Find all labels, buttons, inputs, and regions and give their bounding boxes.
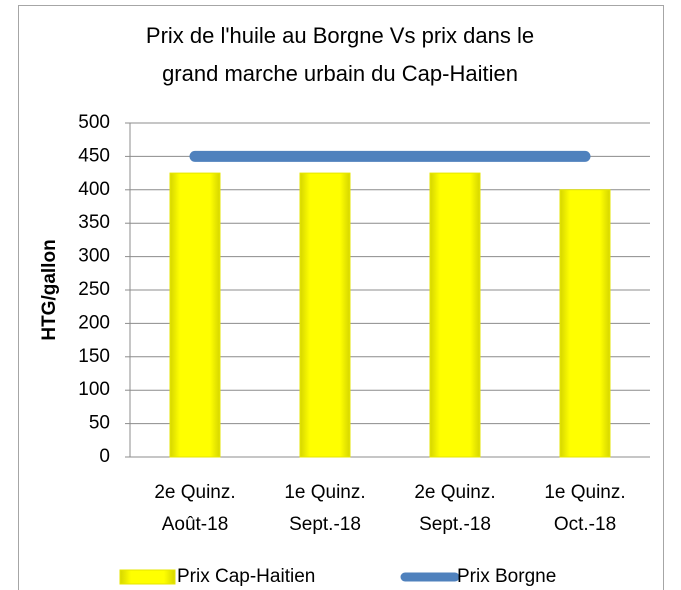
x-tick-label: Août-18	[162, 514, 229, 535]
x-tick-label: 1e Quinz.	[284, 482, 365, 503]
legend-label: Prix Borgne	[457, 566, 556, 587]
bar	[429, 172, 481, 458]
y-tick-label: 300	[78, 246, 110, 267]
y-tick-label: 350	[78, 212, 110, 233]
x-tick-label: 1e Quinz.	[544, 482, 625, 503]
y-tick-label: 400	[78, 179, 110, 200]
bar	[169, 172, 221, 458]
y-tick-label: 450	[78, 145, 110, 166]
x-tick-label: 2e Quinz.	[414, 482, 495, 503]
legend-swatch	[119, 569, 176, 585]
x-tick-label: Sept.-18	[289, 514, 361, 535]
chart-title: grand marche urbain du Cap-Haitien	[162, 61, 518, 86]
chart-title: Prix de l'huile au Borgne Vs prix dans l…	[146, 23, 534, 48]
bar	[299, 172, 351, 458]
x-tick-label: Sept.-18	[419, 514, 491, 535]
y-tick-label: 200	[78, 312, 110, 333]
y-tick-label: 50	[89, 413, 110, 434]
y-tick-label: 150	[78, 346, 110, 367]
x-tick-label: 2e Quinz.	[154, 482, 235, 503]
y-axis-label: HTG/gallon	[39, 239, 60, 340]
legend-label: Prix Cap-Haitien	[177, 566, 315, 587]
x-tick-label: Oct.-18	[554, 514, 616, 535]
y-tick-label: 500	[78, 112, 110, 133]
bar	[559, 189, 611, 458]
y-tick-label: 100	[78, 379, 110, 400]
y-tick-label: 250	[78, 279, 110, 300]
y-tick-label: 0	[99, 446, 110, 467]
